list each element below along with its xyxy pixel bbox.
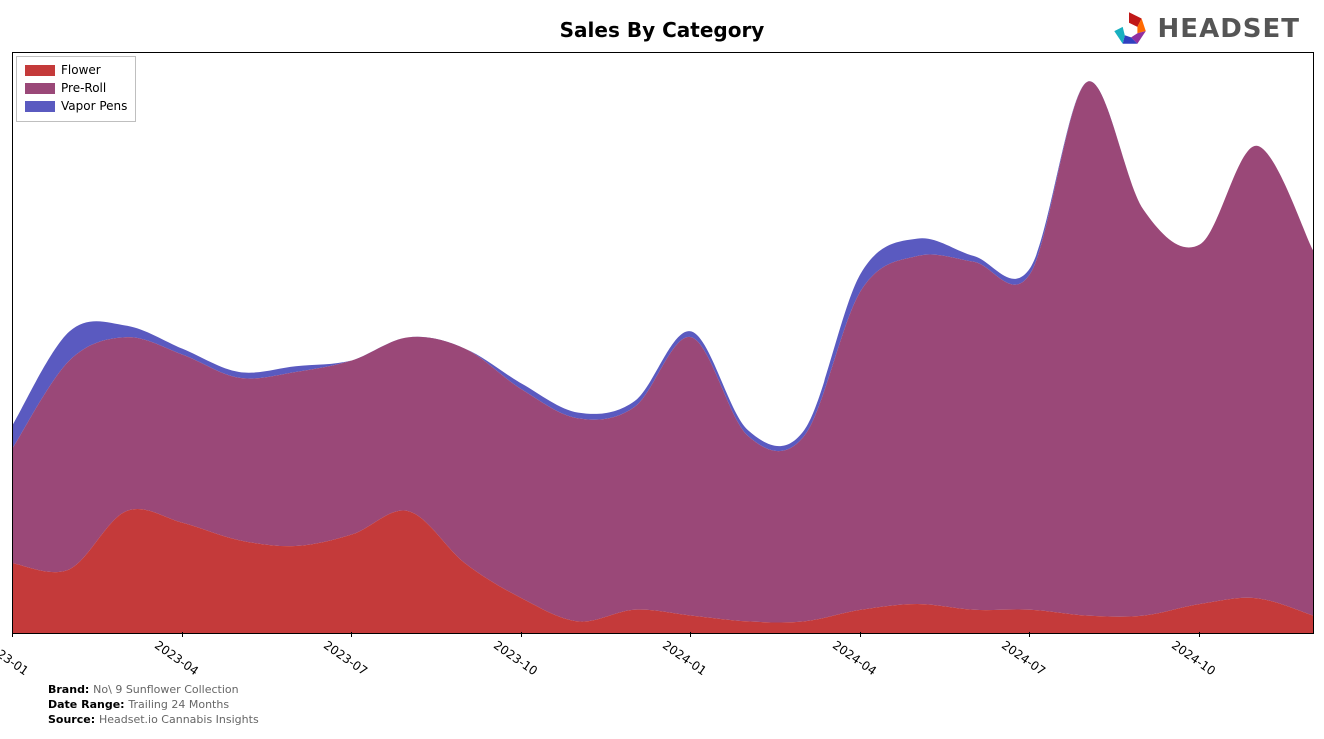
x-tick-label: 2024-04	[830, 638, 879, 678]
meta-label: Date Range:	[48, 698, 128, 711]
legend-item: Vapor Pens	[25, 97, 127, 115]
x-tick-label: 2024-01	[660, 638, 709, 678]
stacked-area-svg	[13, 53, 1313, 633]
legend-item: Pre-Roll	[25, 79, 127, 97]
x-tick-mark	[521, 632, 522, 637]
legend-item: Flower	[25, 61, 127, 79]
x-tick-label: 2023-07	[321, 638, 370, 678]
x-tick-mark	[1199, 632, 1200, 637]
meta-line: Brand: No\ 9 Sunflower Collection	[48, 682, 259, 697]
chart-meta: Brand: No\ 9 Sunflower CollectionDate Ra…	[48, 682, 259, 727]
meta-value: Trailing 24 Months	[128, 698, 229, 711]
x-tick-label: 2024-10	[1169, 638, 1218, 678]
x-tick-mark	[860, 632, 861, 637]
legend-label: Pre-Roll	[61, 79, 106, 97]
meta-value: No\ 9 Sunflower Collection	[93, 683, 238, 696]
legend-swatch	[25, 101, 55, 112]
meta-label: Source:	[48, 713, 99, 726]
x-tick-label: 2023-01	[0, 638, 31, 678]
legend-swatch	[25, 65, 55, 76]
legend-swatch	[25, 83, 55, 94]
meta-value: Headset.io Cannabis Insights	[99, 713, 259, 726]
x-tick-mark	[12, 632, 13, 637]
headset-logo: HEADSET	[1108, 8, 1300, 50]
legend-label: Flower	[61, 61, 101, 79]
legend-label: Vapor Pens	[61, 97, 127, 115]
x-tick-mark	[182, 632, 183, 637]
plot-area	[12, 52, 1314, 634]
legend: FlowerPre-RollVapor Pens	[16, 56, 136, 122]
x-tick-label: 2023-10	[491, 638, 540, 678]
headset-logo-word: HEADSET	[1158, 14, 1300, 44]
meta-label: Brand:	[48, 683, 93, 696]
x-tick-label: 2024-07	[999, 638, 1048, 678]
x-tick-label: 2023-04	[152, 638, 201, 678]
headset-logo-mark	[1108, 8, 1150, 50]
meta-line: Source: Headset.io Cannabis Insights	[48, 712, 259, 727]
meta-line: Date Range: Trailing 24 Months	[48, 697, 259, 712]
x-tick-mark	[351, 632, 352, 637]
x-tick-mark	[1029, 632, 1030, 637]
x-tick-mark	[690, 632, 691, 637]
